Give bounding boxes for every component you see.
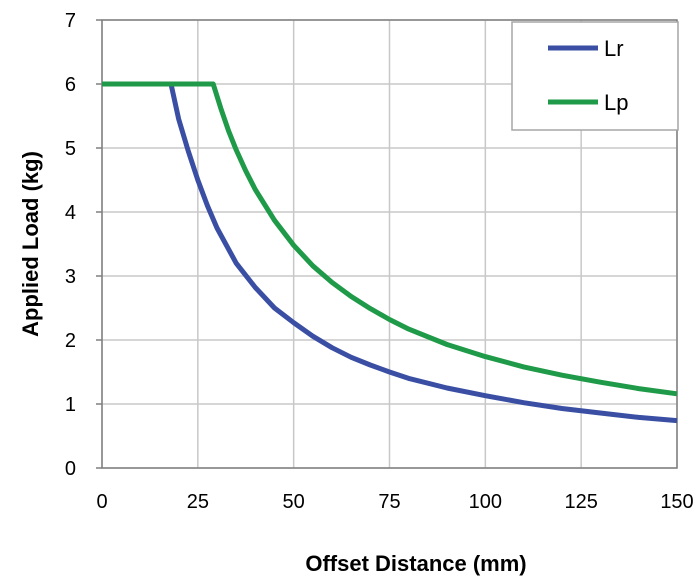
y-tick-label: 5 [65, 138, 76, 160]
x-tick-label: 100 [469, 491, 502, 513]
legend-label-lp: Lp [604, 90, 628, 115]
x-tick-label: 125 [564, 491, 597, 513]
plot-area [101, 19, 678, 469]
y-tick-label: 3 [65, 266, 76, 288]
series-line-lr [102, 81, 678, 424]
x-tick-label: 0 [96, 491, 107, 513]
y-axis-title: Applied Load (kg) [18, 151, 43, 337]
y-tick-label: 0 [65, 458, 76, 480]
x-axis-ticks: 0 25 50 75 100 125 150 [96, 491, 693, 513]
x-tick-label: 50 [283, 491, 305, 513]
y-tick-label: 1 [65, 394, 76, 416]
series-line-lp [102, 81, 678, 397]
x-tick-label: 150 [660, 491, 693, 513]
y-tick-label: 4 [65, 202, 76, 224]
y-tick-label: 6 [65, 74, 76, 96]
x-tick-label: 25 [187, 491, 209, 513]
y-tick-label: 2 [65, 330, 76, 352]
x-tick-label: 75 [378, 491, 400, 513]
legend-label-lr: Lr [604, 36, 624, 61]
y-tick-label: 7 [65, 10, 76, 32]
legend-box [511, 21, 679, 131]
y-axis-ticks: 0 1 2 3 4 5 6 7 [65, 10, 102, 480]
legend: Lr Lp [511, 21, 679, 131]
series-group [102, 81, 678, 424]
x-axis-title: Offset Distance (mm) [305, 551, 526, 576]
